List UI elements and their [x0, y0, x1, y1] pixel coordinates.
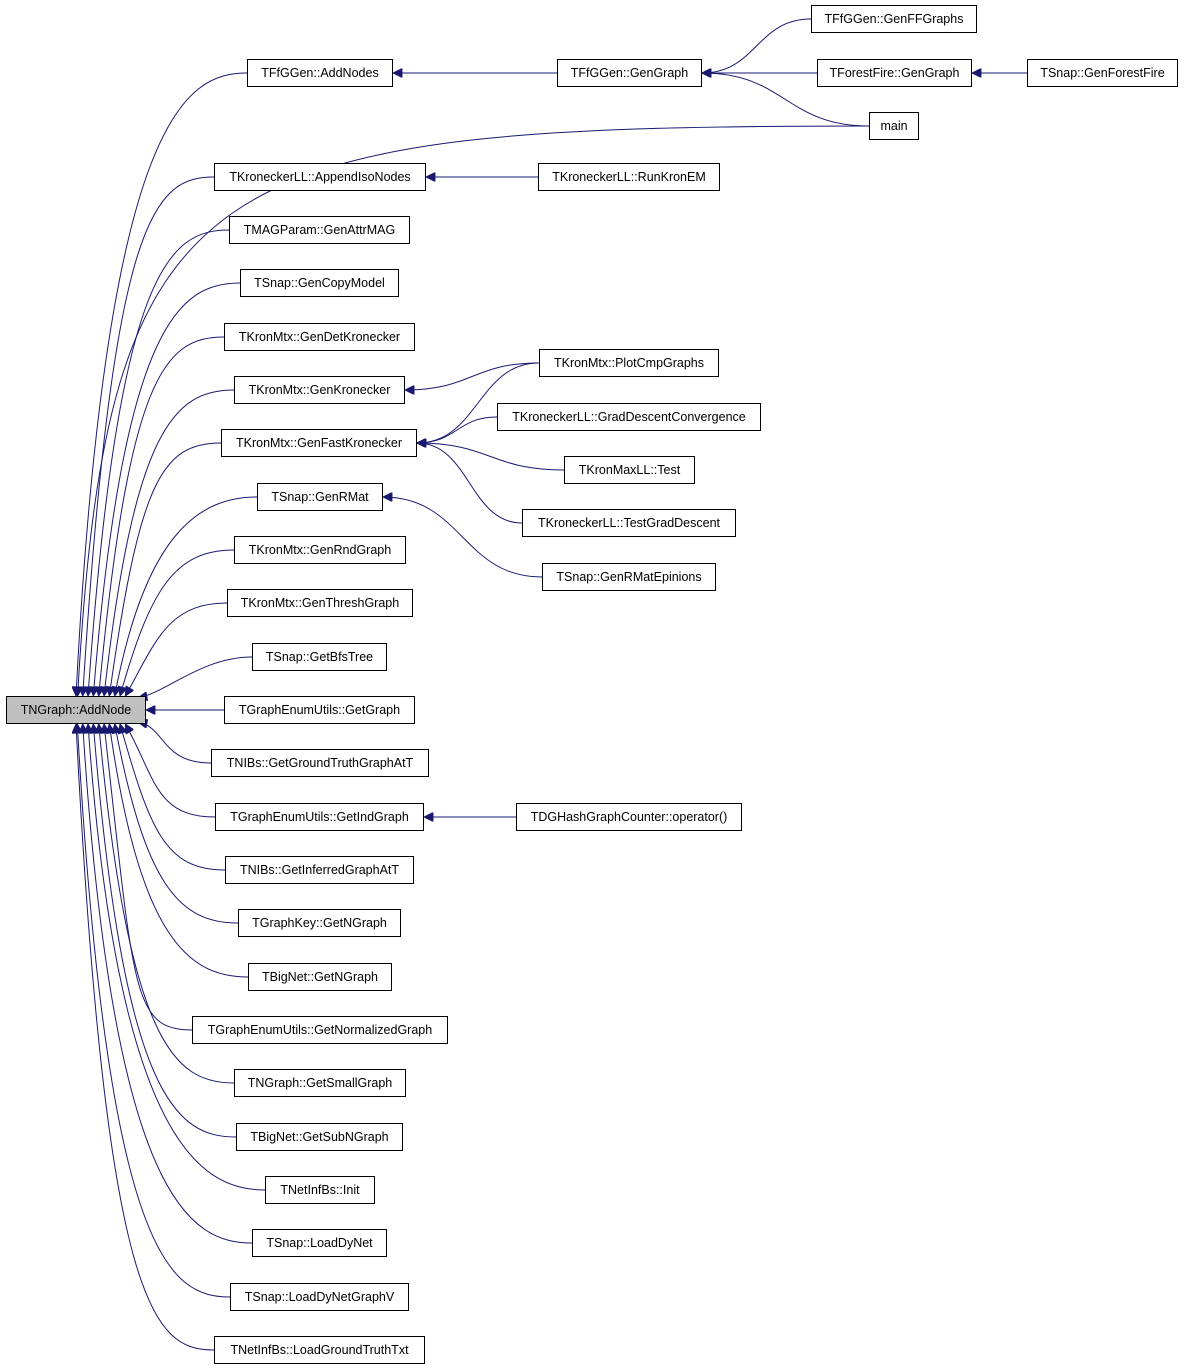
node-init[interactable]: TNetInfBs::Init — [265, 1176, 375, 1204]
edge-getinf-to-addnode — [120, 724, 226, 871]
edge-graddesc-to-genfastkron — [417, 416, 498, 443]
edge-getgt-to-addnode — [138, 722, 212, 764]
edge-maxlltest-to-genfastkron — [417, 443, 565, 471]
edge-getind-to-addnode — [125, 724, 216, 818]
node-ffgengraph[interactable]: TForestFire::GenGraph — [817, 59, 972, 87]
edge-genthresh-to-addnode — [125, 602, 228, 696]
node-getgraph[interactable]: TGraphEnumUtils::GetGraph — [224, 696, 415, 724]
node-appendiso[interactable]: TKroneckerLL::AppendIsoNodes — [214, 163, 426, 191]
edge-genrmat-to-addnode — [115, 496, 258, 696]
edge-loaddy-to-addnode — [83, 724, 253, 1244]
edge-bnngraph-to-addnode — [109, 724, 249, 978]
node-loaddy[interactable]: TSnap::LoadDyNet — [252, 1229, 387, 1257]
node-genkron[interactable]: TKronMtx::GenKronecker — [234, 376, 405, 404]
edge-addnodes-to-addnode — [76, 72, 248, 696]
node-testgrad[interactable]: TKroneckerLL::TestGradDescent — [522, 509, 736, 537]
node-gkngraph[interactable]: TGraphKey::GetNGraph — [238, 909, 401, 937]
node-genfastkron[interactable]: TKronMtx::GenFastKronecker — [221, 429, 417, 457]
edge-loadgt-to-addnode — [76, 724, 215, 1351]
node-getsmall[interactable]: TNGraph::GetSmallGraph — [234, 1069, 406, 1097]
edge-genrnd-to-addnode — [120, 549, 235, 696]
edge-getsmall-to-addnode — [99, 724, 235, 1084]
node-bnngraph[interactable]: TBigNet::GetNGraph — [248, 963, 392, 991]
node-gencopy[interactable]: TSnap::GenCopyModel — [240, 269, 399, 297]
node-getgt[interactable]: TNIBs::GetGroundTruthGraphAtT — [211, 749, 429, 777]
node-genff[interactable]: TFfGGen::GenFFGraphs — [811, 5, 977, 33]
edge-getsub-to-addnode — [93, 724, 237, 1138]
edge-getnorm-to-addnode — [104, 724, 193, 1031]
node-getsub[interactable]: TBigNet::GetSubNGraph — [236, 1123, 403, 1151]
node-operator[interactable]: TDGHashGraphCounter::operator() — [516, 803, 742, 831]
edge-plotcmp-to-genkron — [405, 362, 540, 390]
node-addnodes[interactable]: TFfGGen::AddNodes — [247, 59, 393, 87]
edge-appendiso-to-addnode — [83, 176, 215, 696]
node-epinions[interactable]: TSnap::GenRMatEpinions — [542, 563, 716, 591]
edge-main-to-addnode — [78, 125, 870, 696]
node-graddesc[interactable]: TKroneckerLL::GradDescentConvergence — [497, 403, 761, 431]
edge-init-to-addnode — [88, 724, 266, 1191]
node-plotcmp[interactable]: TKronMtx::PlotCmpGraphs — [539, 349, 719, 377]
edge-genfastkron-to-addnode — [109, 442, 222, 696]
edge-gendetkron-to-addnode — [99, 336, 225, 696]
edge-gencopy-to-addnode — [93, 282, 241, 696]
edge-epinions-to-genrmat — [383, 497, 543, 578]
node-getind[interactable]: TGraphEnumUtils::GetIndGraph — [215, 803, 424, 831]
edge-genattrmag-to-addnode — [88, 229, 230, 696]
node-runkron[interactable]: TKroneckerLL::RunKronEM — [538, 163, 720, 191]
edge-genkron-to-addnode — [104, 389, 235, 696]
edge-main-to-gengraph — [702, 73, 870, 127]
node-genrnd[interactable]: TKronMtx::GenRndGraph — [234, 536, 406, 564]
node-getnorm[interactable]: TGraphEnumUtils::GetNormalizedGraph — [192, 1016, 448, 1044]
edge-getbfs-to-addnode — [138, 656, 253, 698]
node-genthresh[interactable]: TKronMtx::GenThreshGraph — [227, 589, 413, 617]
node-maxlltest[interactable]: TKronMaxLL::Test — [564, 456, 695, 484]
node-loaddyv[interactable]: TSnap::LoadDyNetGraphV — [230, 1283, 409, 1311]
edge-gkngraph-to-addnode — [115, 724, 239, 924]
node-genattrmag[interactable]: TMAGParam::GenAttrMAG — [229, 216, 410, 244]
edge-loaddyv-to-addnode — [77, 724, 231, 1298]
node-gendetkron[interactable]: TKronMtx::GenDetKronecker — [224, 323, 415, 351]
node-main[interactable]: main — [869, 112, 919, 140]
node-loadgt[interactable]: TNetInfBs::LoadGroundTruthTxt — [214, 1336, 425, 1364]
node-getbfs[interactable]: TSnap::GetBfsTree — [252, 643, 387, 671]
edge-testgrad-to-genfastkron — [417, 443, 523, 524]
node-getinf[interactable]: TNIBs::GetInferredGraphAtT — [225, 856, 414, 884]
node-genrmat[interactable]: TSnap::GenRMat — [257, 483, 383, 511]
node-genforest[interactable]: TSnap::GenForestFire — [1027, 59, 1178, 87]
edge-genff-to-gengraph — [702, 18, 812, 73]
root-node[interactable]: TNGraph::AddNode — [6, 696, 146, 724]
edge-plotcmp-to-genfastkron — [417, 362, 540, 443]
node-gengraph[interactable]: TFfGGen::GenGraph — [557, 59, 702, 87]
